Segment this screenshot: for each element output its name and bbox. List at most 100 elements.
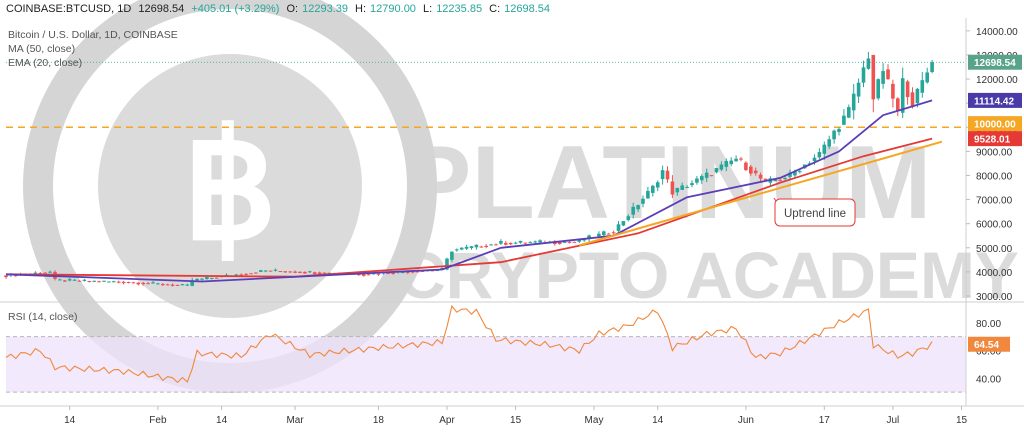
legend-ma[interactable]: MA (50, close)	[8, 43, 76, 55]
bitcoin-logo-icon: ฿	[182, 102, 277, 270]
candle	[244, 273, 248, 276]
candle-body	[778, 179, 782, 181]
candle-body	[386, 273, 390, 275]
candle-body	[459, 247, 464, 250]
candle	[714, 167, 719, 174]
candle-body	[744, 162, 748, 171]
candle	[126, 281, 131, 284]
candle-body	[170, 284, 175, 286]
price-tick-label: 14000.00	[976, 27, 1018, 38]
time-tick-label: 14	[216, 415, 228, 426]
candle-body	[562, 241, 567, 243]
candle-body	[67, 279, 72, 281]
candle	[847, 104, 851, 119]
candle	[798, 169, 802, 174]
candle-body	[915, 88, 920, 104]
candle-body	[660, 170, 665, 180]
candle-body	[283, 271, 288, 273]
candle	[303, 271, 307, 274]
candle	[141, 282, 145, 286]
callout-box	[774, 198, 856, 227]
candle-body	[259, 270, 263, 272]
candle	[905, 79, 910, 105]
candle-body	[239, 274, 243, 276]
candle-body	[822, 144, 827, 154]
candle-body	[180, 284, 185, 286]
candle-body	[107, 281, 111, 283]
price-change: +405.01 (+3.29%)	[191, 3, 280, 15]
legend-ema[interactable]: EMA (20, close)	[8, 57, 83, 69]
candle	[107, 281, 111, 283]
candle	[200, 277, 204, 281]
candle	[82, 279, 87, 282]
candle-body	[410, 271, 415, 273]
candle	[758, 172, 763, 182]
candle-body	[739, 158, 743, 160]
candle-body	[891, 83, 895, 99]
candle-body	[651, 185, 655, 193]
candle	[131, 281, 136, 284]
rsi-band	[6, 336, 966, 393]
candle-body	[587, 235, 591, 240]
candle-body	[43, 272, 47, 274]
candle-body	[151, 282, 155, 284]
candle-body	[38, 273, 43, 275]
candle	[205, 276, 209, 280]
candle-body	[827, 139, 831, 147]
candle	[43, 272, 47, 274]
candle-body	[504, 242, 508, 245]
candle-body	[273, 269, 278, 271]
candle	[161, 283, 165, 287]
candle-body	[141, 282, 145, 285]
candle-body	[156, 283, 160, 285]
candle-body	[871, 54, 876, 100]
price-tick-label: 4000.00	[976, 268, 1013, 279]
candle	[97, 280, 101, 283]
candle-body	[572, 241, 577, 243]
candle-body	[126, 281, 131, 283]
rsi-tick-label: 40.00	[976, 374, 1001, 385]
candle-body	[695, 178, 699, 183]
candle	[611, 230, 616, 235]
price-tag-box	[968, 131, 1022, 147]
candle	[753, 167, 758, 176]
rsi-tick-label: 60.00	[976, 347, 1001, 358]
ohlc-low-label: L:	[423, 3, 433, 15]
candle-body	[832, 130, 836, 140]
candle	[273, 268, 278, 272]
candle-body	[82, 279, 87, 281]
candle	[278, 271, 283, 273]
candle-body	[670, 181, 675, 195]
candle	[778, 178, 782, 182]
candle-body	[597, 233, 601, 237]
candle	[312, 271, 317, 275]
candle	[925, 67, 929, 84]
candle	[499, 239, 503, 245]
candle-body	[445, 258, 449, 270]
candle	[121, 280, 126, 285]
candle	[234, 273, 239, 276]
candle-body	[327, 272, 332, 274]
candle-body	[729, 160, 733, 165]
candle	[455, 248, 459, 252]
legend-rsi[interactable]: RSI (14, close)	[8, 311, 78, 323]
candle	[484, 244, 488, 249]
candle	[210, 277, 214, 280]
time-tick-label: 15	[510, 415, 522, 426]
candle	[651, 184, 655, 197]
candle	[837, 127, 841, 136]
candle-body	[513, 242, 518, 244]
candle	[504, 240, 508, 246]
time-tick-label: Jul	[887, 415, 900, 426]
symbol-label[interactable]: COINBASE:BTCUSD, 1D	[6, 3, 132, 15]
rsi-pane	[5, 304, 966, 393]
candle-body	[704, 172, 709, 178]
candle	[856, 78, 861, 103]
candle-body	[758, 174, 763, 179]
time-tick-label: 18	[373, 415, 385, 426]
candle-body	[611, 232, 616, 234]
candle	[136, 282, 141, 286]
candle	[116, 280, 121, 284]
legend-title[interactable]: Bitcoin / U.S. Dollar, 1D, COINBASE	[8, 29, 178, 41]
